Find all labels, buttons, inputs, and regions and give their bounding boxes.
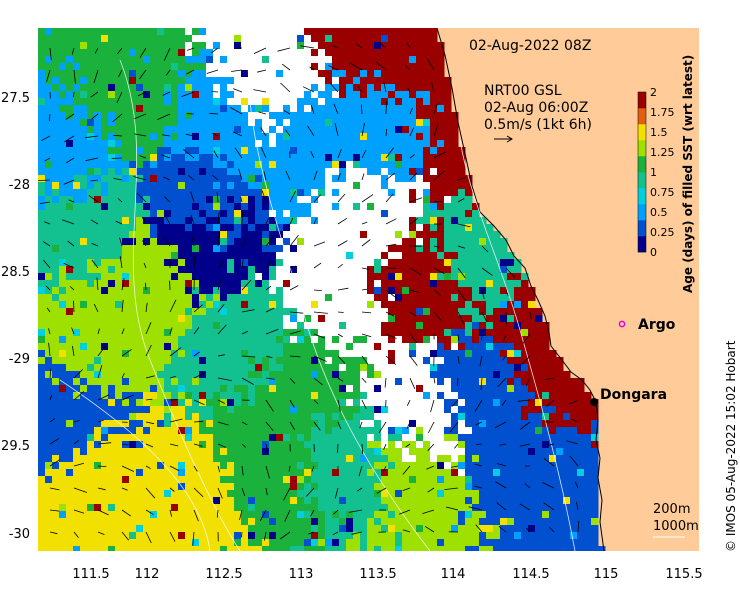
credit-text: © IMOS 05-Aug-2022 15:02 Hobart <box>724 340 738 552</box>
currents-source-label: NRT00 GSL <box>484 83 562 99</box>
x-tick-label: 115.5 <box>665 567 702 582</box>
colorbar-segment <box>638 124 646 141</box>
y-tick-label: 27.5 <box>1 91 30 106</box>
colorbar-segment <box>638 236 646 253</box>
isobath-200m-label: 200m <box>653 502 690 517</box>
colorbar-segment <box>638 92 646 109</box>
dongara-label: Dongara <box>600 387 667 403</box>
timestamp-label: 02-Aug-2022 08Z <box>469 38 591 54</box>
colorbar-tick-label: 0.5 <box>650 206 668 219</box>
current-vectors <box>38 41 580 546</box>
colorbar-tick-label: 2 <box>650 86 657 99</box>
x-tick-label: 115 <box>594 567 619 582</box>
x-tick-label: 114.5 <box>512 567 549 582</box>
x-tick-label: 112 <box>135 567 160 582</box>
colorbar-segment <box>638 220 646 237</box>
colorbar-title: Age (days) of filled SST (wrt latest) <box>681 55 695 293</box>
colorbar-segment <box>638 204 646 221</box>
colorbar-tick-label: 0.25 <box>650 226 675 239</box>
plot-area <box>38 28 699 551</box>
x-axis: 111.5 112 112.5 113 113.5 114 114.5 115 115.5 <box>72 567 702 582</box>
y-tick-label: -30 <box>9 527 30 542</box>
x-tick-label: 111.5 <box>72 567 109 582</box>
colorbar: 2 1.75 1.5 1.25 1 0.75 0.5 0.25 0 <box>637 86 675 259</box>
colorbar-segment <box>638 140 646 157</box>
colorbar-tick-label: 0 <box>650 246 657 259</box>
colorbar-segment <box>638 156 646 173</box>
y-tick-label: 29.5 <box>1 439 30 454</box>
y-tick-label: -28 <box>9 178 30 193</box>
dongara-marker <box>590 398 598 406</box>
colorbar-segment <box>638 188 646 205</box>
colorbar-tick-label: 1 <box>650 166 657 179</box>
colorbar-segment <box>638 172 646 189</box>
argo-label: Argo <box>638 317 676 333</box>
x-tick-label: 113 <box>289 567 314 582</box>
colorbar-segment <box>638 108 646 125</box>
isobath-1000m-label: 1000m <box>653 519 699 534</box>
currents-scale-label: 0.5m/s (1kt 6h) <box>484 117 592 133</box>
y-tick-label: 28.5 <box>1 265 30 280</box>
x-tick-label: 113.5 <box>359 567 396 582</box>
scale-arrow <box>494 135 513 143</box>
y-axis: 27.5 -28 28.5 -29 29.5 -30 <box>1 91 30 542</box>
coastline <box>436 28 605 551</box>
x-tick-label: 114 <box>441 567 466 582</box>
x-tick-label: 112.5 <box>205 567 242 582</box>
colorbar-tick-label: 1.75 <box>650 106 675 119</box>
y-tick-label: -29 <box>9 352 30 367</box>
argo-marker <box>618 320 626 328</box>
isobath-contours <box>59 28 576 551</box>
currents-time-label: 02-Aug 06:00Z <box>484 100 588 116</box>
colorbar-tick-label: 1.5 <box>650 126 668 139</box>
colorbar-tick-label: 1.25 <box>650 146 675 159</box>
colorbar-tick-label: 0.75 <box>650 186 675 199</box>
